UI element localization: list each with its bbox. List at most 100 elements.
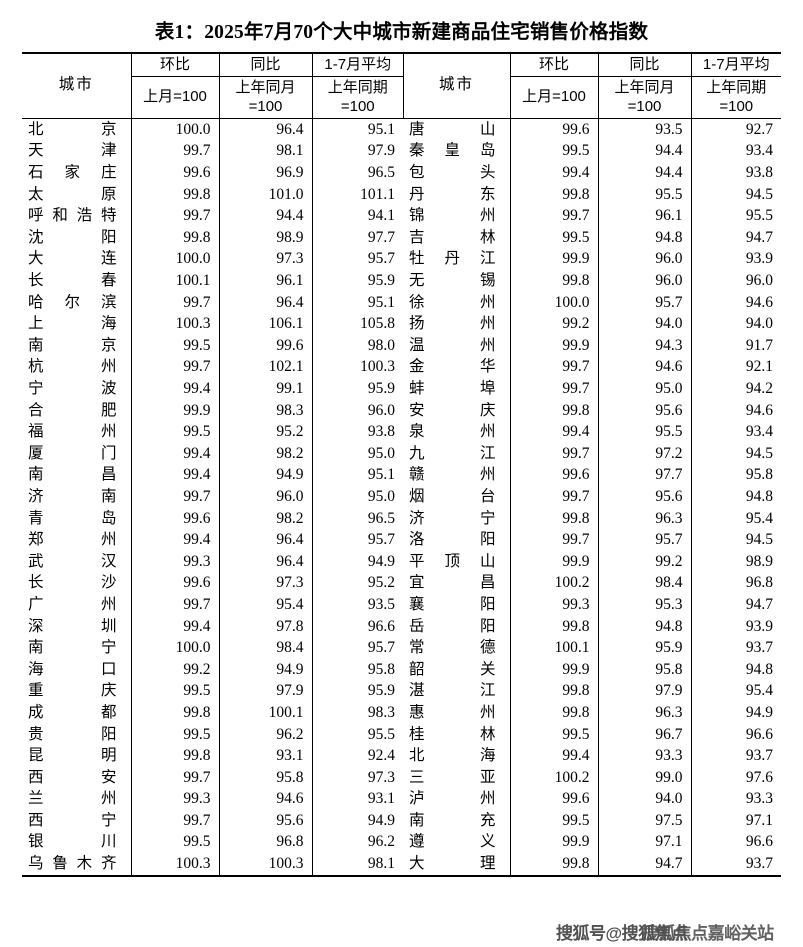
header-mom-basis-left-text: 上月=100 — [143, 88, 207, 106]
mom-value-right: 99.8 — [509, 183, 598, 206]
city-name-right: 牡丹江 — [409, 250, 496, 268]
yoy-value-left: 95.6 — [218, 809, 312, 832]
table-row: 济南 99.7 96.0 95.0 烟台 99.7 95.6 94.8 — [22, 485, 781, 508]
city-name-right: 岳阳 — [409, 617, 496, 635]
yoy-value-left: 96.4 — [218, 291, 312, 314]
city-name-right: 徐州 — [409, 293, 496, 311]
avg-value-left: 100.3 — [311, 356, 403, 379]
city-name-left: 北京 — [28, 120, 117, 138]
yoy-value-left: 96.2 — [218, 723, 312, 746]
mom-value-right: 99.8 — [509, 680, 598, 702]
yoy-value-right: 96.0 — [597, 270, 691, 292]
header-mom-basis-right-text: 上月=100 — [522, 88, 586, 106]
city-name-left: 西宁 — [28, 811, 117, 829]
city-name-right: 宜昌 — [409, 574, 496, 592]
yoy-value-right: 95.5 — [597, 183, 691, 206]
city-name-right: 锦州 — [409, 207, 496, 225]
watermark-text-b: 搜狐焦点嘉峪关站 — [641, 923, 775, 943]
mom-value-left: 100.0 — [130, 637, 219, 659]
table-row: 武汉 99.3 96.4 94.9 平顶山 99.9 99.2 98.9 — [22, 550, 781, 573]
avg-value-right: 94.5 — [690, 183, 781, 206]
mom-value-left: 99.4 — [130, 529, 219, 551]
city-name-right: 吉林 — [409, 228, 496, 246]
mom-value-left: 100.0 — [130, 118, 219, 141]
avg-value-left: 101.1 — [311, 183, 403, 206]
city-name-left: 天津 — [28, 142, 117, 160]
yoy-value-right: 96.1 — [597, 205, 691, 227]
city-name-right: 三亚 — [409, 768, 496, 786]
table-row: 天津 99.7 98.1 97.9 秦皇岛 99.5 94.4 93.4 — [22, 140, 781, 163]
mom-value-right: 99.5 — [509, 226, 598, 249]
mom-value-right: 99.4 — [509, 162, 598, 184]
avg-value-right: 94.8 — [690, 658, 781, 681]
table-row: 太原 99.8 101.0 101.1 丹东 99.8 95.5 94.5 — [22, 183, 781, 206]
mom-value-right: 99.2 — [509, 313, 598, 335]
mom-value-right: 99.8 — [509, 399, 598, 422]
yoy-value-left: 94.9 — [218, 464, 312, 486]
city-name-right: 唐山 — [409, 120, 496, 138]
avg-value-left: 95.1 — [311, 291, 403, 314]
avg-value-left: 94.9 — [311, 809, 403, 832]
page-title: 表1：2025年7月70个大中城市新建商品住宅销售价格指数 — [154, 21, 649, 43]
yoy-value-right: 96.3 — [597, 701, 691, 724]
city-name-right: 泸州 — [409, 790, 496, 808]
yoy-value-left: 99.1 — [218, 378, 312, 400]
yoy-value-left: 96.4 — [218, 550, 312, 573]
yoy-value-left: 95.4 — [218, 593, 312, 616]
mom-value-left: 99.5 — [130, 831, 219, 854]
table-row: 福州 99.5 95.2 93.8 泉州 99.4 95.5 93.4 — [22, 421, 781, 443]
yoy-value-right: 95.3 — [597, 593, 691, 616]
table-row: 深圳 99.4 97.8 96.6 岳阳 99.8 94.8 93.9 — [22, 615, 781, 638]
city-name-right: 秦皇岛 — [409, 142, 496, 160]
table-row: 重庆 99.5 97.9 95.9 湛江 99.8 97.9 95.4 — [22, 680, 781, 702]
table-row: 大连 100.0 97.3 95.7 牡丹江 99.9 96.0 93.9 — [22, 248, 781, 271]
avg-value-right: 98.9 — [690, 550, 781, 573]
city-name-left: 郑州 — [28, 531, 117, 549]
table-row: 银川 99.5 96.8 96.2 遵义 99.9 97.1 96.6 — [22, 831, 781, 854]
avg-value-right: 97.1 — [690, 809, 781, 832]
city-name-left: 宁波 — [28, 380, 117, 398]
avg-value-right: 96.0 — [690, 270, 781, 292]
table-row: 长沙 99.6 97.3 95.2 宜昌 100.2 98.4 96.8 — [22, 572, 781, 594]
avg-value-left: 96.5 — [311, 507, 403, 530]
mom-value-left: 99.8 — [130, 701, 219, 724]
mom-value-left: 99.5 — [130, 421, 219, 443]
city-name-right: 湛江 — [409, 682, 496, 700]
table-row: 南京 99.5 99.6 98.0 温州 99.9 94.3 91.7 — [22, 334, 781, 357]
table-row: 西宁 99.7 95.6 94.9 南充 99.5 97.5 97.1 — [22, 809, 781, 832]
yoy-value-left: 97.8 — [218, 615, 312, 638]
city-name-left: 石家庄 — [28, 164, 117, 182]
mom-value-right: 99.6 — [509, 118, 598, 141]
avg-value-left: 97.3 — [311, 766, 403, 789]
price-index-table: 城市 环比 同比 1-7月平均 城市 环比 同比 1-7月平均 上月=100 上… — [22, 51, 781, 877]
mom-value-right: 99.8 — [509, 615, 598, 638]
city-name-left: 深圳 — [28, 617, 117, 635]
header-avg-right: 1-7月平均 — [690, 52, 781, 78]
table-row: 贵阳 99.5 96.2 95.5 桂林 99.5 96.7 96.6 — [22, 723, 781, 746]
header-avg-basis-left: 上年同期 =100 — [311, 76, 403, 119]
yoy-value-left: 96.8 — [218, 831, 312, 854]
table-row: 合肥 99.9 98.3 96.0 安庆 99.8 95.6 94.6 — [22, 399, 781, 422]
city-name-right: 遵义 — [409, 833, 496, 851]
mom-value-left: 99.5 — [130, 680, 219, 702]
mom-value-left: 99.4 — [130, 615, 219, 638]
table-row: 海口 99.2 94.9 95.8 韶关 99.9 95.8 94.8 — [22, 658, 781, 681]
avg-value-left: 94.9 — [311, 550, 403, 573]
city-name-left: 成都 — [28, 703, 117, 721]
table-row: 厦门 99.4 98.2 95.0 九江 99.7 97.2 94.5 — [22, 442, 781, 465]
avg-value-right: 96.6 — [690, 723, 781, 746]
city-name-right: 蚌埠 — [409, 380, 496, 398]
avg-value-left: 96.6 — [311, 615, 403, 638]
mom-value-left: 99.4 — [130, 378, 219, 400]
avg-value-right: 94.7 — [690, 593, 781, 616]
avg-value-left: 105.8 — [311, 313, 403, 335]
mom-value-left: 99.4 — [130, 442, 219, 465]
city-name-left: 大连 — [28, 250, 117, 268]
mom-value-right: 99.9 — [509, 334, 598, 357]
city-name-right: 赣州 — [409, 466, 496, 484]
avg-value-right: 93.7 — [690, 745, 781, 767]
table-row: 呼和浩特 99.7 94.4 94.1 锦州 99.7 96.1 95.5 — [22, 205, 781, 227]
mom-value-right: 99.8 — [509, 507, 598, 530]
mom-value-right: 99.9 — [509, 658, 598, 681]
yoy-value-left: 93.1 — [218, 745, 312, 767]
